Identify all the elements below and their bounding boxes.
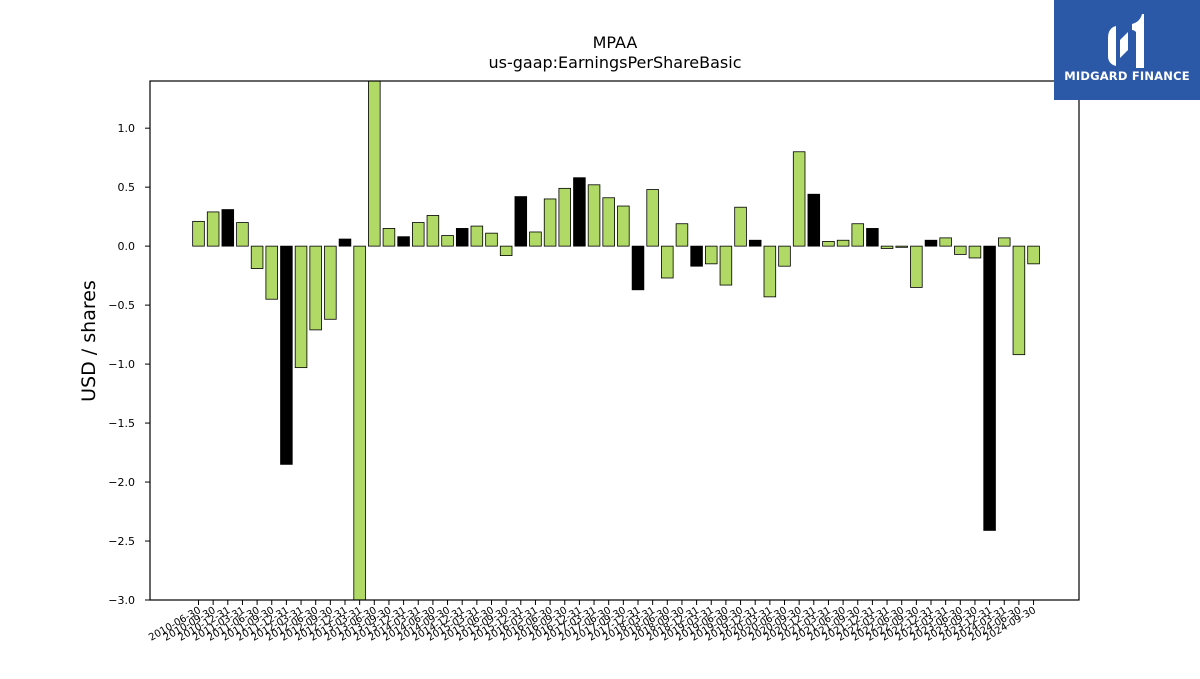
chart-title: MPAA [593, 33, 638, 52]
bar-2020-03-31 [763, 245, 777, 298]
bar-2020-06-30 [778, 245, 791, 267]
bar-2010-12-31 [221, 209, 235, 247]
bar-2023-12-31 [983, 245, 996, 531]
bar-2017-12-31 [631, 245, 645, 291]
bar-2011-06-30 [250, 245, 264, 269]
bar-2015-06-30 [485, 232, 498, 247]
y-tick-label: −2.5 [108, 535, 135, 548]
brand-logo-text: MIDGARD FINANCE [1064, 69, 1190, 83]
bar-2020-09-30 [792, 151, 806, 247]
bar-2016-12-31 [573, 177, 586, 247]
bar-2019-12-31 [748, 239, 762, 247]
y-tick-label: −2.0 [108, 476, 135, 489]
bar-2016-09-30 [558, 187, 572, 247]
plot-area-frame [149, 80, 1080, 601]
y-tick-label: 0.0 [118, 240, 136, 253]
bar-2020-12-31 [807, 193, 821, 247]
bar-2016-06-30 [543, 198, 557, 247]
bar-2013-06-30 [368, 81, 381, 247]
y-tick-label: −3.0 [108, 594, 135, 607]
y-tick-label: −0.5 [108, 299, 135, 312]
bar-2014-06-30 [426, 215, 440, 247]
chart-subtitle: us-gaap:EarningsPerShareBasic [488, 53, 741, 72]
bar-2021-09-30 [851, 223, 865, 247]
bar-2023-03-31 [939, 237, 952, 247]
bar-2013-09-30 [382, 228, 396, 247]
y-tick-label: 1.0 [118, 122, 136, 135]
bar-2021-03-31 [822, 241, 835, 247]
bar-2019-03-31 [705, 245, 718, 265]
bar-2014-03-31 [411, 222, 425, 247]
bar-2018-03-31 [646, 189, 659, 247]
y-tick-label: −1.0 [108, 358, 135, 371]
y-tick-label: −1.5 [108, 417, 135, 430]
bar-2022-12-31 [924, 239, 938, 247]
bar-2022-03-31 [880, 245, 894, 249]
bar-2023-06-30 [954, 245, 967, 255]
midgard-finance-logo-icon [1108, 14, 1144, 68]
bar-2019-06-30 [719, 245, 733, 286]
y-tick-label: 0.5 [118, 181, 136, 194]
bar-2011-09-30 [265, 245, 278, 300]
bar-2017-06-30 [602, 197, 615, 247]
bar-2022-06-30 [895, 245, 908, 248]
bar-2022-09-30 [910, 245, 923, 288]
bar-2012-12-31 [338, 238, 352, 247]
bar-2017-09-30 [617, 205, 630, 247]
bar-2013-03-31 [353, 245, 366, 600]
bar-2018-09-30 [675, 223, 689, 247]
y-axis-ticks: 1.0 0.5 0.0 −0.5 −1.0 −1.5 −2.0 −2.5 −3.0 [108, 122, 150, 607]
bar-2023-09-30 [968, 245, 982, 259]
bar-2014-12-31 [455, 228, 469, 247]
bar-2015-12-31 [514, 196, 528, 247]
bar-2013-12-31 [397, 236, 410, 247]
bar-2018-06-30 [661, 245, 674, 279]
bar-2011-12-31 [280, 245, 293, 465]
bar-2014-09-30 [441, 235, 454, 247]
bar-2011-03-31 [236, 222, 249, 247]
bar-2024-03-31 [998, 237, 1011, 247]
brand-logo: MIDGARD FINANCE [1054, 0, 1200, 100]
bar-2016-03-31 [529, 231, 542, 247]
bar-2019-09-30 [734, 206, 747, 247]
bar-2012-09-30 [324, 245, 337, 320]
bar-2021-12-31 [866, 228, 879, 247]
bar-2024-06-30 [1012, 245, 1026, 356]
bars-group [192, 81, 1040, 600]
bar-2018-12-31 [690, 245, 703, 267]
bar-2012-06-30 [309, 245, 322, 331]
bar-2017-03-31 [587, 184, 601, 247]
x-axis-ticks: 2010-06-302010-09-302010-12-312011-03-31… [147, 600, 1038, 644]
bar-2015-03-31 [470, 225, 484, 247]
bar-2010-09-30 [206, 211, 220, 247]
bar-2015-09-30 [499, 245, 513, 256]
y-axis-label: USD / shares [78, 280, 100, 402]
bar-2021-06-30 [836, 239, 850, 247]
bar-2010-06-30 [192, 220, 205, 247]
bar-2012-03-31 [294, 245, 308, 369]
bar-2024-09-30 [1027, 245, 1040, 265]
